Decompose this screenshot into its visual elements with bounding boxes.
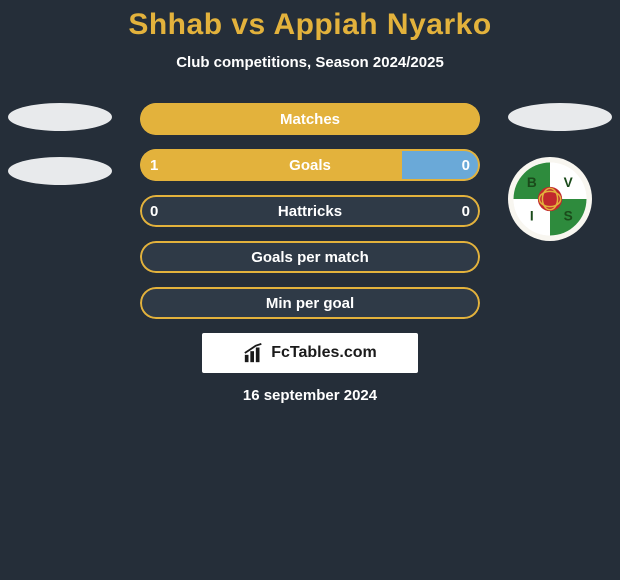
chart-icon [243, 342, 265, 364]
comparison-area: B V I S MatchesGoals10Hattricks00Goals p… [0, 103, 620, 404]
date: 16 september 2024 [0, 387, 620, 404]
svg-text:S: S [564, 208, 573, 223]
subtitle: Club competitions, Season 2024/2025 [0, 54, 620, 71]
stat-bar-row: Min per goal [140, 287, 480, 319]
svg-text:V: V [564, 175, 574, 190]
svg-text:B: B [527, 175, 537, 190]
stat-bar-row: Goals per match [140, 241, 480, 273]
player-ellipse-placeholder [8, 103, 112, 131]
bar-label: Min per goal [140, 287, 480, 319]
bar-label: Goals per match [140, 241, 480, 273]
bar-value-right: 0 [462, 149, 470, 181]
bar-label: Goals [140, 149, 480, 181]
site-logo-text: FcTables.com [271, 344, 377, 362]
stat-bar-row: Matches [140, 103, 480, 135]
player-ellipse-placeholder [8, 157, 112, 185]
bar-value-right: 0 [462, 195, 470, 227]
stat-bar-row: Hattricks0 0 [140, 195, 480, 227]
site-logo: FcTables.com [202, 333, 418, 373]
bar-label: Matches [140, 103, 480, 135]
club-logo: B V I S [508, 157, 592, 241]
player-ellipse-placeholder [508, 103, 612, 131]
svg-text:I: I [530, 208, 534, 223]
stat-bar-row: Goals1 0 [140, 149, 480, 181]
bar-value-left: 0 [150, 195, 158, 227]
page-title: Shhab vs Appiah Nyarko [0, 8, 620, 42]
right-player-badges: B V I S [508, 103, 612, 241]
left-player-badges [8, 103, 112, 211]
bar-value-left: 1 [150, 149, 158, 181]
bar-label: Hattricks [140, 195, 480, 227]
stat-bars: MatchesGoals10Hattricks00Goals per match… [140, 103, 480, 319]
